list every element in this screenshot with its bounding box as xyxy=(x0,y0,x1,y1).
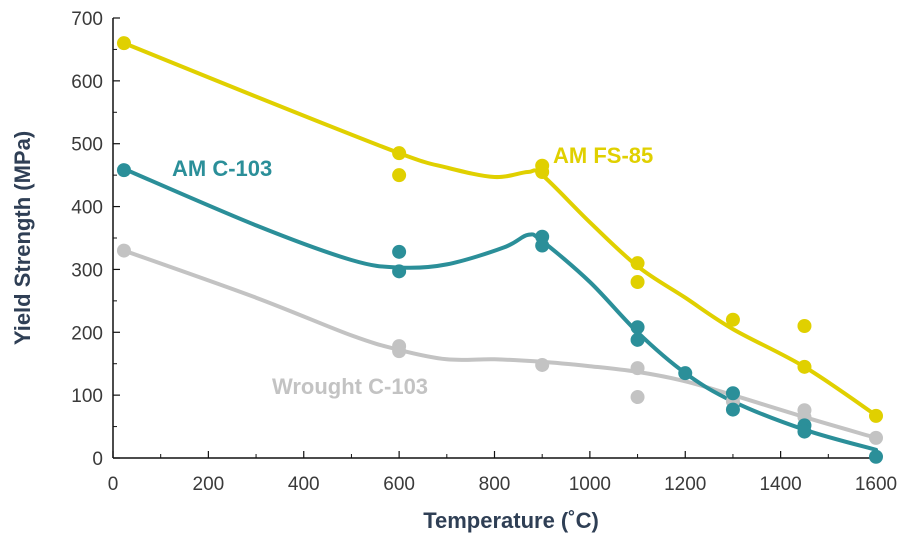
am-fs-85-label: AM FS-85 xyxy=(553,143,653,168)
am-c-103-point xyxy=(116,163,131,178)
am-fs-85-point xyxy=(630,275,645,289)
series-labels: AM FS-85 AM C-103 Wrought C-103 xyxy=(172,143,653,399)
am-fs-85-point xyxy=(725,312,740,327)
x-tick-label: 1400 xyxy=(759,474,801,495)
am-c-103-point xyxy=(392,264,407,279)
x-tick-label: 1600 xyxy=(855,474,897,495)
wrought-c-103-point xyxy=(535,357,550,372)
y-tick-label: 0 xyxy=(92,449,103,470)
x-tick-label: 200 xyxy=(193,474,225,495)
wrought-c-103-point xyxy=(869,430,883,445)
am-fs-85-point xyxy=(535,165,550,179)
y-tick-label: 400 xyxy=(71,198,103,219)
y-axis-title: Yield Strength (MPa) xyxy=(10,131,35,345)
am-fs-85-point xyxy=(392,168,407,183)
wrought-c-103-label: Wrought C-103 xyxy=(272,374,428,399)
x-tick-label: 400 xyxy=(288,474,320,495)
am-c-103-trend-line xyxy=(122,166,878,452)
wrought-c-103-point xyxy=(392,344,407,359)
am-fs-85-point xyxy=(392,146,407,161)
axes: 0 100 200 300 400 500 600 700 0 200 400 600 800 1000 1… xyxy=(71,9,897,495)
x-tick-label: 0 xyxy=(108,474,119,495)
y-tick-label: 600 xyxy=(71,72,103,93)
am-fs-85-point xyxy=(630,256,645,271)
y-tick-label: 700 xyxy=(71,9,103,30)
am-fs-85-point xyxy=(116,36,131,51)
am-c-103-point xyxy=(869,449,883,464)
x-tick-label: 800 xyxy=(479,474,511,495)
am-c-103-point xyxy=(797,424,812,439)
am-c-103-point xyxy=(725,402,740,417)
x-tick-label: 600 xyxy=(383,474,415,495)
y-tick-label: 300 xyxy=(71,260,103,281)
am-c-103-point xyxy=(630,332,645,347)
x-axis-title: Temperature (˚C) xyxy=(423,508,599,533)
wrought-c-103-point xyxy=(630,361,645,376)
am-c-103-label: AM C-103 xyxy=(172,156,272,181)
am-c-103-point xyxy=(678,366,693,381)
am-c-103-point xyxy=(535,238,550,253)
am-c-103-point xyxy=(392,244,407,259)
y-tick-label: 200 xyxy=(71,323,103,344)
am-fs-85-point xyxy=(869,408,883,423)
y-tick-label: 100 xyxy=(71,386,103,407)
wrought-c-103-point xyxy=(630,390,645,405)
y-tick-label: 500 xyxy=(71,135,103,156)
x-tick-label: 1200 xyxy=(664,474,706,495)
am-fs-85-point xyxy=(797,359,812,374)
am-fs-85-point xyxy=(797,319,812,333)
am-c-103-point xyxy=(725,386,740,401)
am-c-103-point xyxy=(630,320,645,335)
trend-lines xyxy=(122,41,878,452)
data-points xyxy=(116,36,883,464)
wrought-c-103-point xyxy=(116,243,131,258)
x-tick-label: 1000 xyxy=(569,474,611,495)
